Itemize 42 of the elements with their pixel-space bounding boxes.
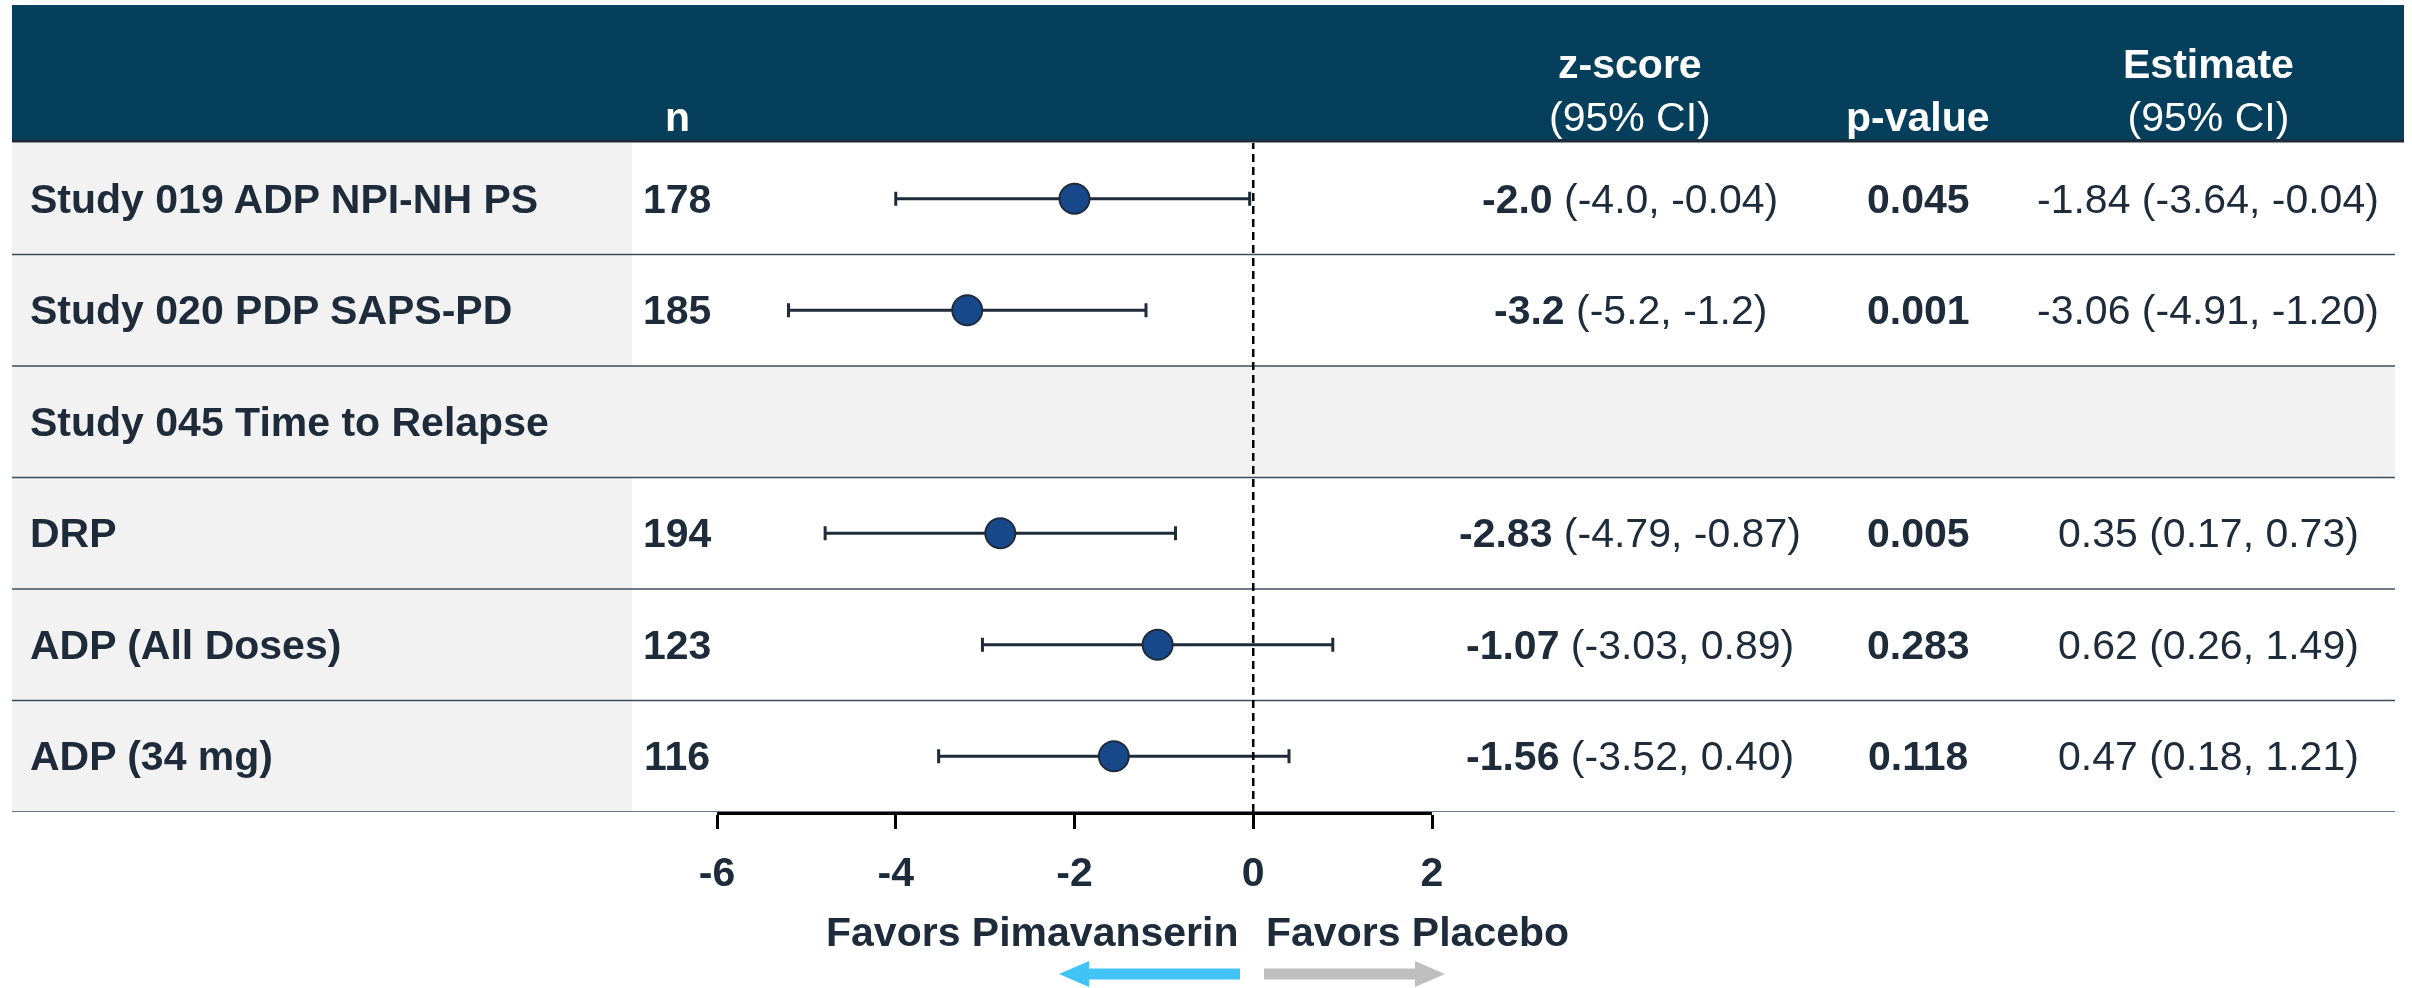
text: 178 — [643, 176, 712, 222]
text: 0.001 — [1867, 287, 1970, 333]
point — [984, 517, 1017, 550]
text: 0.118 — [1868, 733, 1969, 779]
y-tick-label: DRP — [30, 510, 117, 556]
text: 0.045 — [1867, 176, 1970, 222]
text: n — [665, 94, 691, 140]
text: 0.62 (0.26, 1.49) — [2058, 622, 2359, 668]
x-tick-label: -4 — [877, 849, 915, 896]
text: z-score (95% CI) — [1549, 41, 1711, 141]
text: 185 — [643, 287, 712, 333]
y-tick-label: ADP (34 mg) — [30, 733, 274, 779]
text: -3.06 (-4.91, -1.20) — [2037, 287, 2379, 333]
text: 0.005 — [1867, 510, 1970, 556]
point — [1141, 628, 1174, 661]
text: Favors Pimavanserin — [826, 909, 1239, 955]
text: 0.283 — [1867, 622, 1970, 668]
x-tick-label: 2 — [1420, 849, 1444, 896]
text: Estimate (95% CI) — [2123, 41, 2294, 141]
x-tick-label: -2 — [1056, 849, 1093, 896]
x-tick-label: 0 — [1241, 849, 1265, 896]
text: -3.2 (-5.2, -1.2) — [1494, 287, 1768, 333]
text: p-value — [1846, 94, 1990, 140]
point — [1097, 740, 1130, 773]
text: 0.35 (0.17, 0.73) — [2058, 510, 2359, 556]
point — [1058, 182, 1091, 215]
text: -2.83 (-4.79, -0.87) — [1459, 510, 1801, 556]
x-tick-label: -6 — [698, 849, 736, 896]
text: Favors Placebo — [1266, 909, 1570, 955]
text: 0.47 (0.18, 1.21) — [2058, 733, 2359, 779]
point — [951, 294, 984, 327]
text: -1.07 (-3.03, 0.89) — [1466, 622, 1795, 668]
text: -2.0 (-4.0, -0.04) — [1482, 176, 1779, 222]
y-tick-label: Study 045 Time to Relapse — [30, 399, 549, 445]
y-tick-label: ADP (All Doses) — [30, 622, 342, 668]
y-tick-label: Study 020 PDP SAPS-PD — [30, 287, 513, 333]
text: 116 — [644, 733, 711, 779]
text: -1.56 (-3.52, 0.40) — [1466, 733, 1795, 779]
text: 194 — [643, 510, 712, 556]
text: 123 — [643, 622, 712, 668]
y-tick-label: Study 019 ADP NPI-NH PS — [30, 176, 539, 222]
text: -1.84 (-3.64, -0.04) — [2037, 176, 2379, 222]
